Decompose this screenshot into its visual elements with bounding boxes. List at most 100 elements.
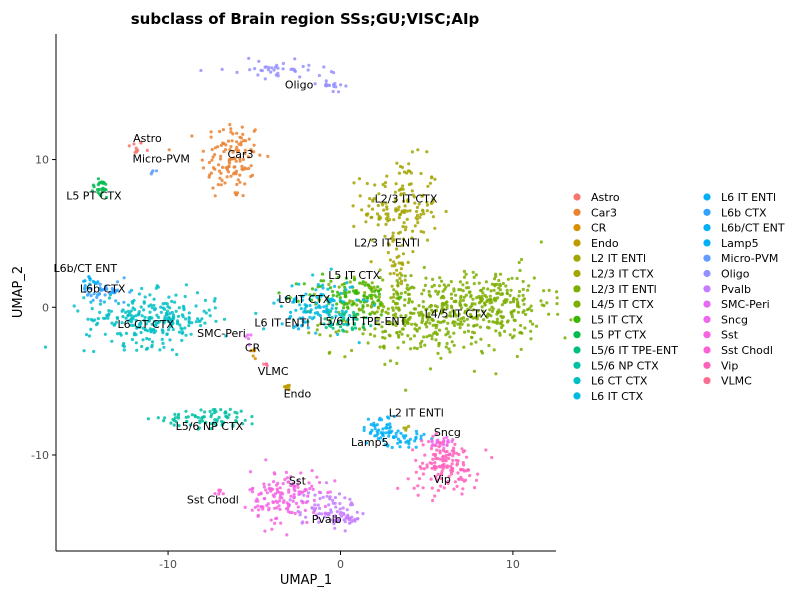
- data-point: [369, 423, 373, 427]
- data-point: [477, 281, 481, 285]
- data-point: [377, 428, 381, 432]
- data-point: [200, 158, 204, 162]
- data-point: [267, 65, 271, 70]
- data-point: [473, 324, 477, 328]
- data-point: [398, 330, 402, 334]
- data-point: [96, 183, 100, 187]
- data-point: [499, 325, 504, 330]
- data-point: [231, 150, 235, 154]
- data-point: [443, 465, 447, 469]
- data-point: [512, 334, 516, 338]
- data-point: [462, 319, 466, 323]
- data-point: [340, 309, 344, 313]
- data-point: [234, 193, 238, 197]
- data-point: [517, 294, 521, 298]
- data-point: [289, 483, 293, 488]
- data-point: [344, 276, 348, 280]
- data-point: [294, 296, 298, 300]
- data-point: [288, 296, 292, 300]
- data-point: [214, 423, 218, 427]
- data-point: [363, 283, 367, 287]
- series-astro: [127, 140, 149, 155]
- data-point: [369, 305, 373, 309]
- data-point: [204, 420, 208, 425]
- data-point: [152, 303, 156, 308]
- data-point: [225, 166, 229, 170]
- data-point: [376, 306, 380, 310]
- data-point: [396, 293, 400, 297]
- data-point: [368, 293, 372, 298]
- legend-key: [703, 331, 711, 339]
- data-point: [555, 302, 559, 306]
- data-point: [121, 315, 125, 319]
- data-point: [452, 446, 456, 450]
- data-point: [422, 335, 426, 339]
- data-point: [482, 286, 486, 290]
- data-point: [471, 297, 475, 301]
- data-point: [168, 338, 172, 342]
- data-point: [383, 443, 387, 447]
- data-point: [235, 70, 239, 74]
- data-point: [386, 307, 390, 311]
- data-point: [378, 345, 382, 349]
- data-point: [118, 331, 122, 335]
- data-point: [304, 515, 308, 519]
- points-layer: [43, 56, 577, 537]
- data-point: [364, 220, 368, 224]
- data-point: [293, 57, 297, 61]
- data-point: [488, 308, 492, 312]
- data-point: [98, 302, 102, 306]
- data-point: [488, 294, 492, 298]
- data-point: [415, 432, 419, 436]
- data-point: [416, 221, 420, 225]
- data-point: [333, 479, 337, 483]
- data-point: [431, 215, 435, 219]
- x-tick-label: 0: [337, 558, 344, 571]
- data-point: [425, 150, 429, 154]
- data-point: [280, 322, 284, 326]
- data-point: [402, 199, 406, 203]
- data-point: [515, 276, 519, 281]
- data-point: [331, 293, 335, 297]
- data-point: [211, 155, 215, 159]
- data-point: [135, 326, 139, 330]
- data-point: [104, 284, 108, 288]
- data-point: [257, 59, 261, 64]
- data-point: [385, 207, 389, 211]
- data-point: [522, 302, 526, 306]
- data-point: [495, 321, 499, 325]
- data-point: [406, 439, 410, 443]
- data-point: [505, 288, 509, 292]
- data-point: [172, 315, 176, 320]
- data-point: [82, 349, 86, 353]
- data-point: [396, 429, 400, 433]
- data-point: [134, 318, 138, 322]
- data-point: [445, 306, 449, 310]
- data-point: [474, 340, 478, 344]
- data-point: [372, 289, 377, 293]
- data-point: [122, 341, 126, 346]
- data-point: [341, 300, 346, 304]
- data-point: [89, 327, 93, 331]
- data-point: [149, 172, 153, 176]
- data-point: [438, 276, 442, 280]
- data-point: [405, 217, 409, 221]
- data-point: [444, 456, 448, 460]
- data-point: [306, 491, 311, 495]
- data-point: [219, 408, 223, 412]
- legend-key: [573, 285, 581, 293]
- data-point: [448, 350, 452, 354]
- data-point: [243, 418, 247, 422]
- data-point: [174, 293, 178, 297]
- legend-item: VLMC: [703, 375, 752, 388]
- data-point: [146, 417, 150, 421]
- legend-key: [573, 361, 581, 369]
- data-point: [213, 194, 217, 198]
- data-point: [492, 288, 496, 292]
- data-point: [259, 491, 263, 495]
- data-point: [141, 338, 145, 342]
- data-point: [374, 321, 378, 325]
- data-point: [155, 284, 159, 288]
- data-point: [402, 170, 407, 174]
